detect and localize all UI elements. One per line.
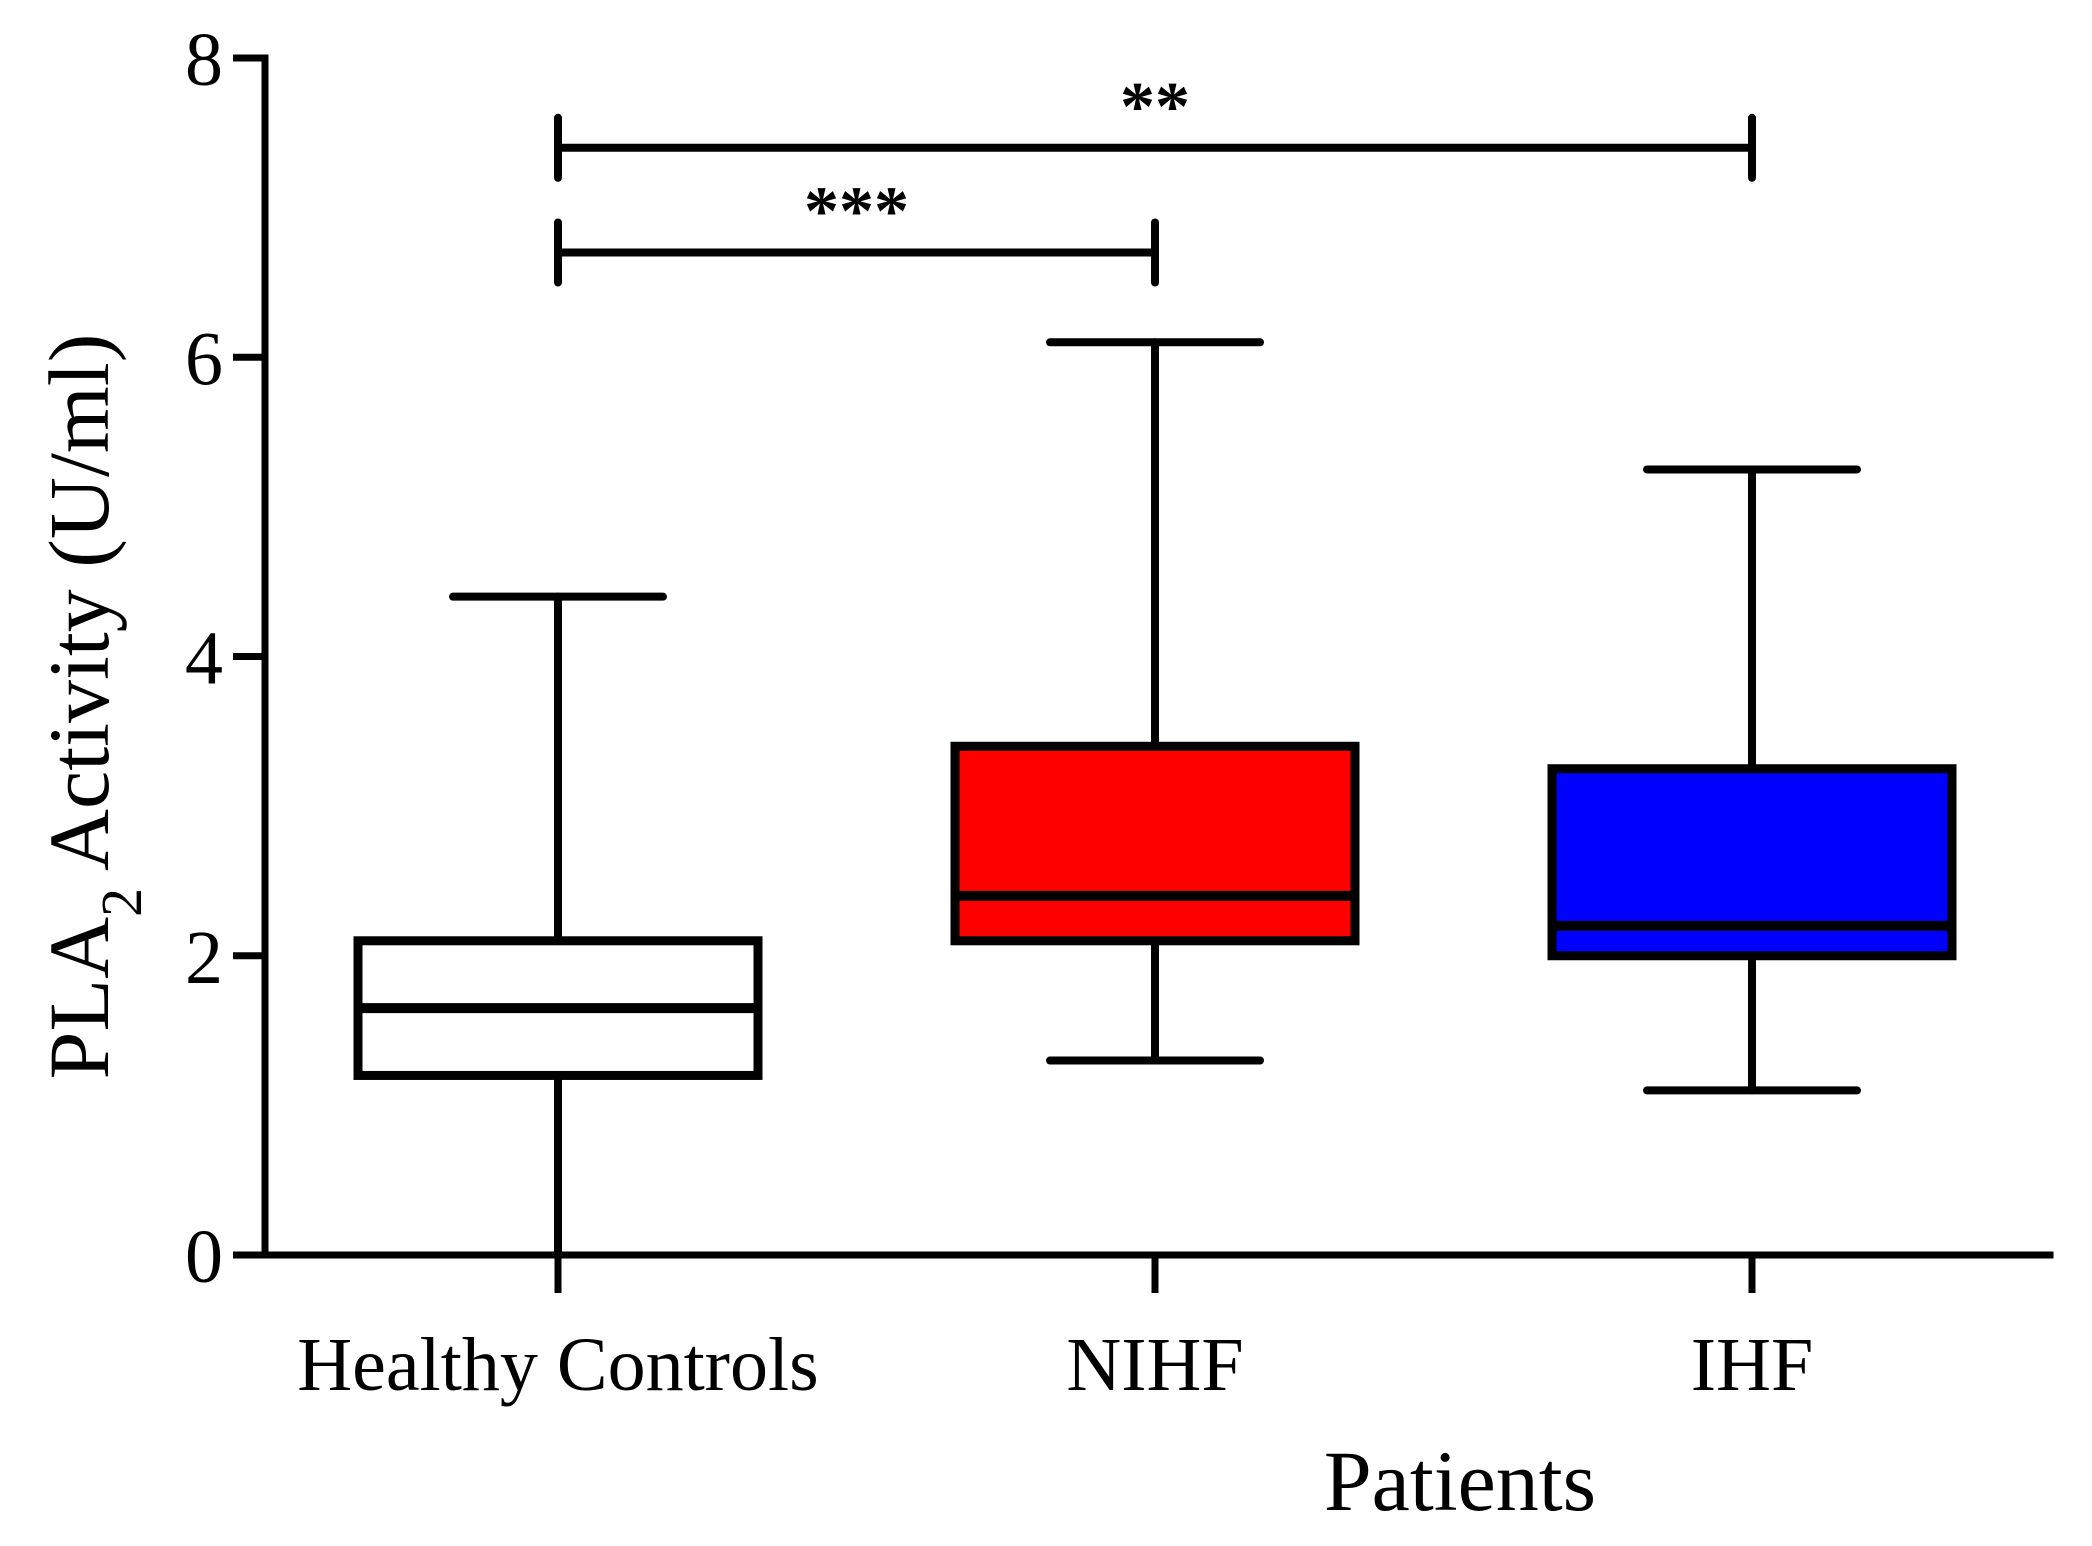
significance-bracket: *** [554, 174, 1159, 287]
significance-label: *** [804, 174, 909, 251]
y-tick-label: 6 [185, 317, 223, 401]
y-tick-label: 0 [185, 1215, 223, 1299]
boxes [353, 338, 1957, 1259]
box-iqr [950, 741, 1360, 946]
significance-brackets: ***** [554, 69, 1756, 287]
x-tick-label: NIHF [1066, 1323, 1243, 1407]
significance-bracket: ** [554, 69, 1756, 182]
significance-label: ** [1120, 69, 1190, 146]
y-tick-label: 4 [185, 617, 223, 701]
x-tick-label: IHF [1691, 1323, 1813, 1407]
box-nihf [950, 338, 1360, 1065]
x-ticks: Healthy Controls NIHF IHF [297, 1255, 1813, 1407]
box-healthy-controls [353, 592, 763, 1259]
box-ihf [1547, 465, 1957, 1095]
y-ticks: 0 2 4 6 8 [185, 18, 265, 1299]
x-tick-label: Healthy Controls [297, 1323, 818, 1407]
y-tick-label: 8 [185, 18, 223, 102]
y-axis-title: PLA2 Activity (U/ml) [31, 334, 154, 1080]
y-axis-title-subscript: 2 [89, 888, 154, 917]
y-axis-title-main: PLA [31, 917, 127, 1079]
y-tick-label: 2 [185, 916, 223, 1000]
y-axis-title-rest: Activity (U/ml) [31, 334, 127, 888]
x-axis-title: Patients [1324, 1433, 1596, 1529]
